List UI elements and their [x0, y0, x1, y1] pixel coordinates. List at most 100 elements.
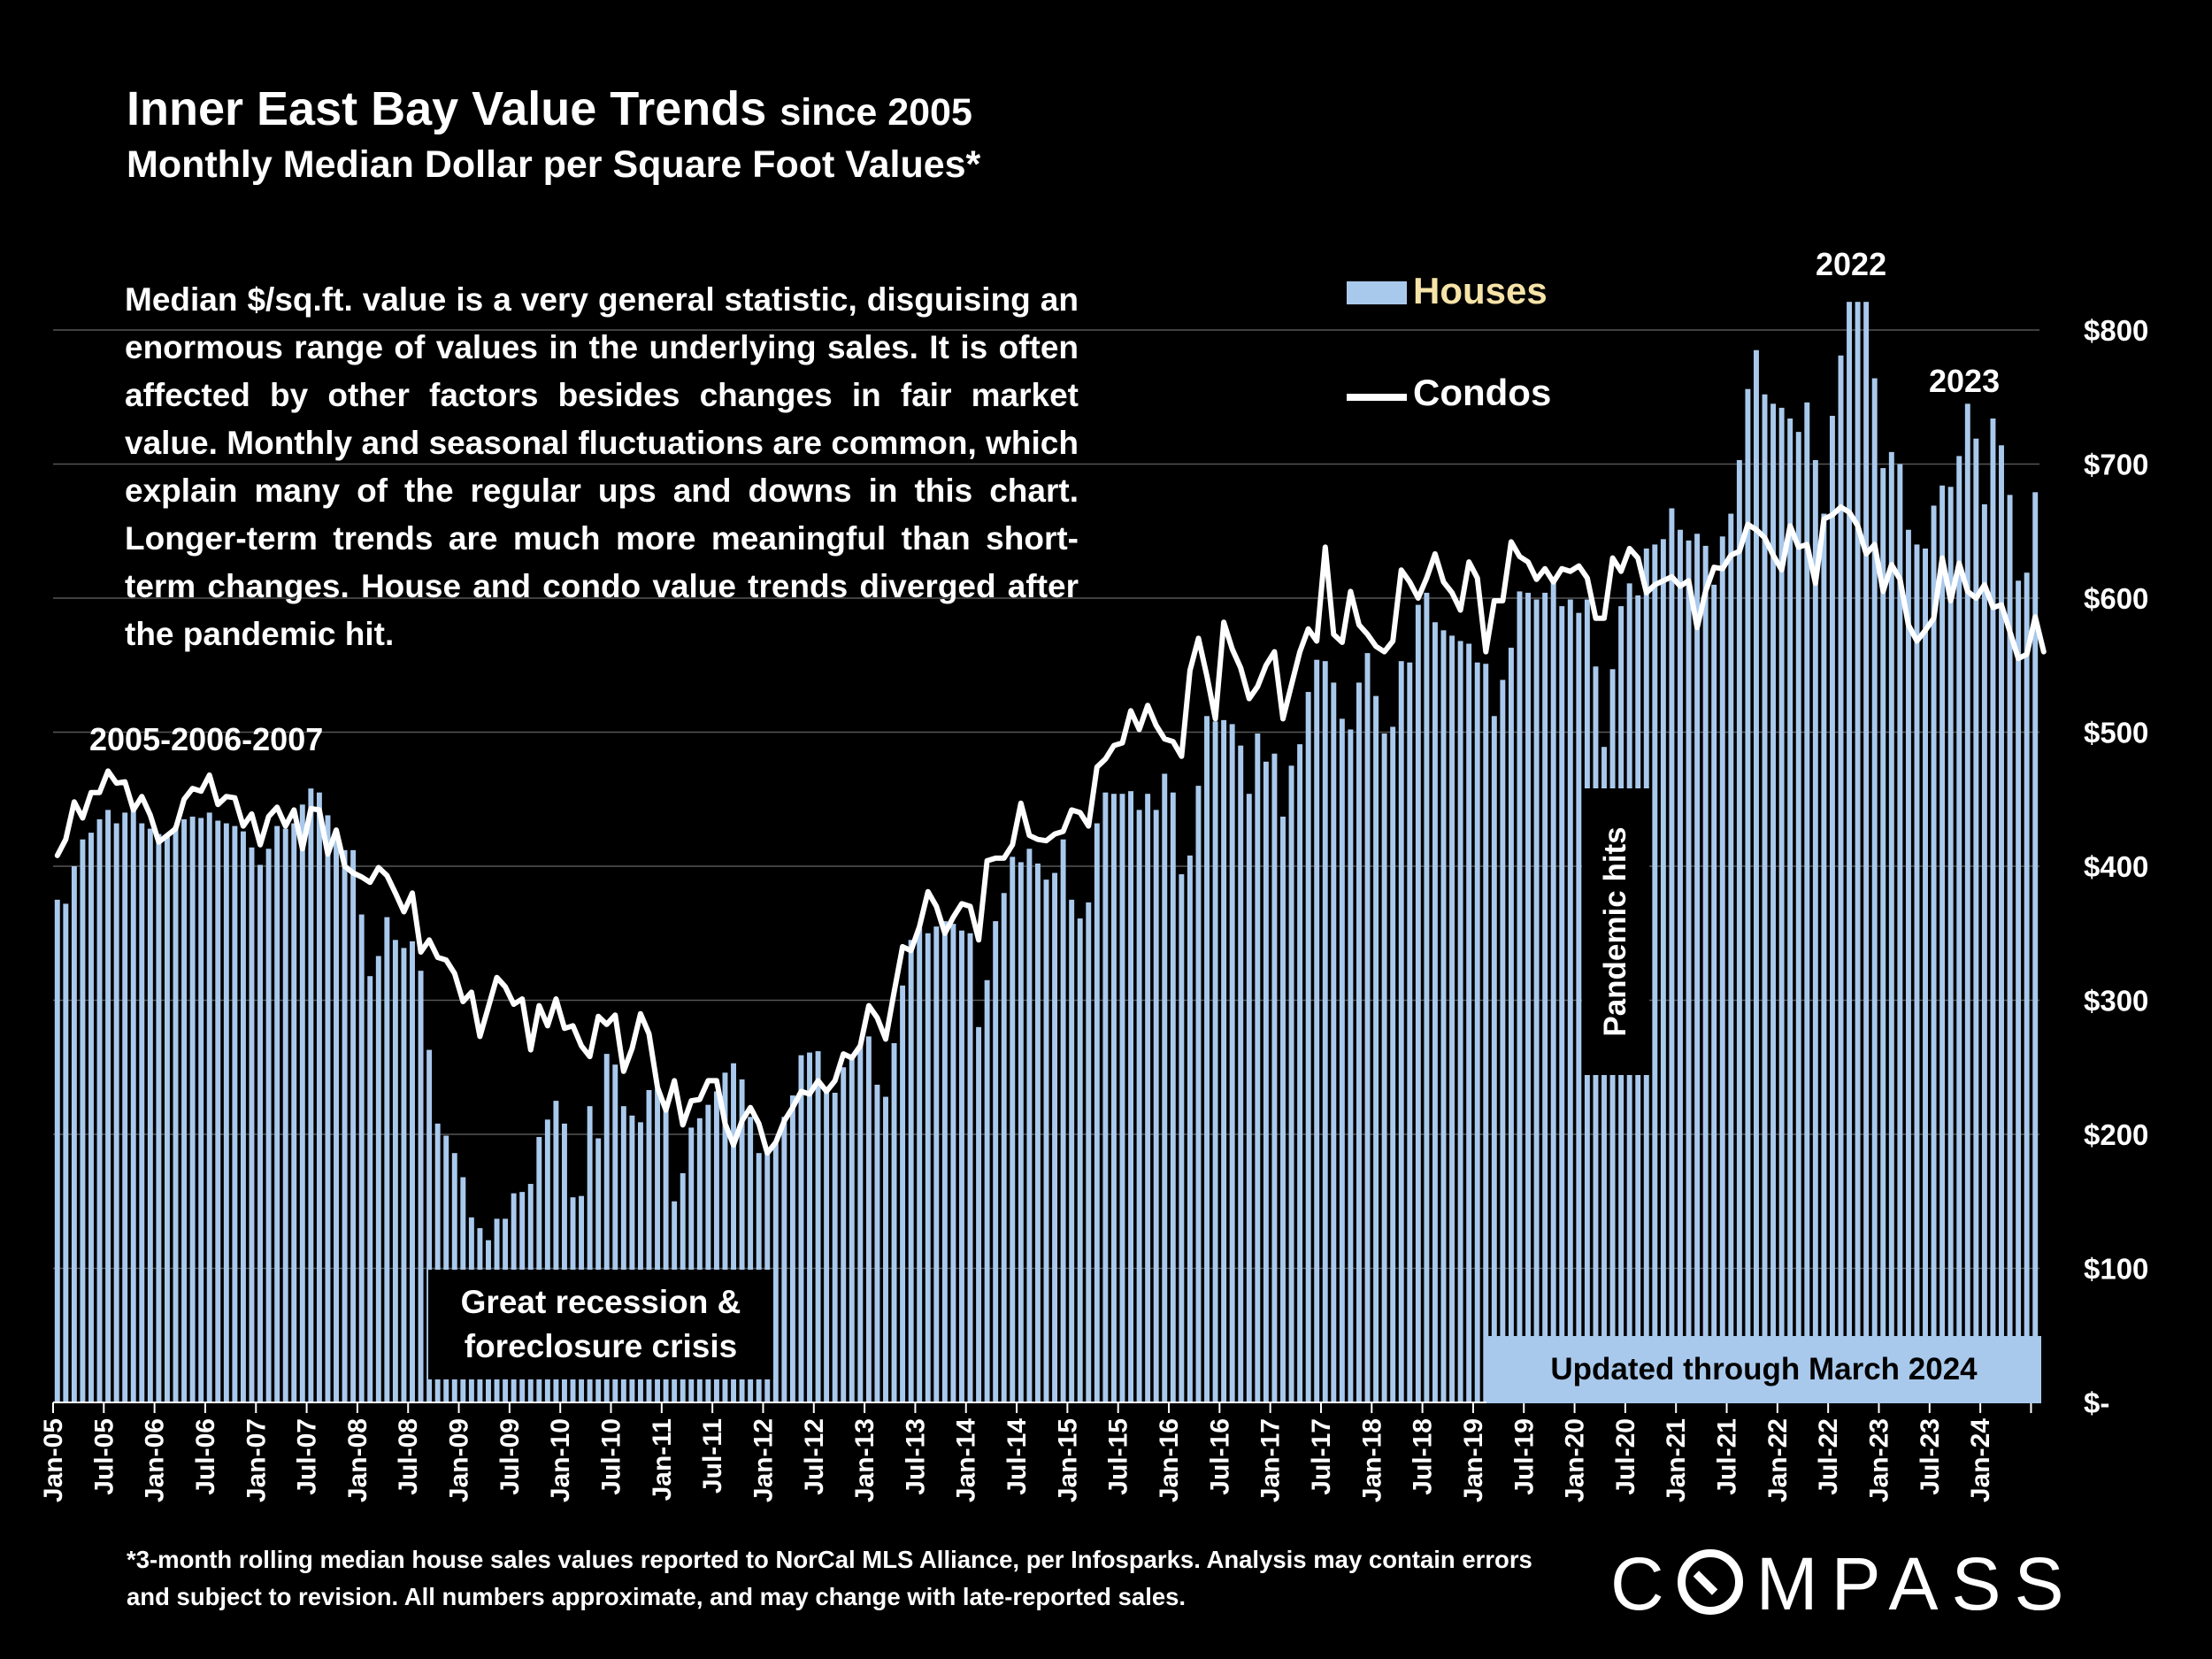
- x-tick-label: Jan-18: [1357, 1418, 1386, 1502]
- houses-bar: [1905, 529, 1911, 1402]
- houses-bar: [663, 1106, 669, 1402]
- houses-bar: [1153, 810, 1159, 1402]
- houses-bar: [1229, 724, 1235, 1402]
- houses-bar: [418, 971, 424, 1402]
- houses-bar: [206, 812, 212, 1402]
- x-tick-label: Jul-05: [89, 1418, 119, 1495]
- houses-bar: [603, 1054, 610, 1402]
- houses-bar: [1686, 540, 1692, 1402]
- x-tick-label: Jul-21: [1713, 1418, 1742, 1495]
- x-tick-label: Jul-13: [901, 1418, 930, 1495]
- x-tick-label: Jan-07: [242, 1418, 271, 1502]
- houses-bar: [1880, 468, 1886, 1403]
- houses-bar: [629, 1115, 635, 1402]
- houses-bar: [1026, 849, 1033, 1402]
- houses-bar: [1339, 718, 1345, 1402]
- houses-bar: [1356, 682, 1362, 1402]
- houses-bar: [984, 979, 990, 1402]
- x-tick-label: Jan-23: [1864, 1418, 1893, 1502]
- houses-bar: [113, 823, 119, 1402]
- houses-bar: [342, 849, 348, 1402]
- houses-bar: [1474, 662, 1480, 1402]
- houses-bar: [587, 1106, 593, 1402]
- houses-bar: [1221, 719, 1227, 1402]
- houses-bar: [1110, 794, 1117, 1402]
- houses-bar: [1897, 464, 1903, 1402]
- houses-bar: [384, 917, 390, 1402]
- houses-bar: [71, 866, 77, 1402]
- houses-bar: [1466, 643, 1472, 1402]
- houses-bar: [1947, 487, 1954, 1402]
- axes: [52, 1402, 2039, 1413]
- houses-bar: [1322, 661, 1328, 1402]
- houses-bar: [1449, 635, 1455, 1402]
- houses-bar: [375, 956, 381, 1402]
- houses-bar: [181, 818, 188, 1402]
- houses-bars: [54, 302, 2039, 1403]
- houses-bar: [1060, 839, 1066, 1402]
- houses-bar: [1542, 592, 1548, 1402]
- houses-bar: [367, 976, 373, 1402]
- houses-bar: [1136, 810, 1142, 1402]
- houses-bar: [1457, 641, 1463, 1402]
- houses-bar: [1778, 407, 1785, 1402]
- houses-bar: [63, 903, 69, 1402]
- houses-bar: [1694, 534, 1701, 1402]
- houses-bar: [688, 1127, 695, 1402]
- x-tick-label: Jan-16: [1155, 1418, 1184, 1502]
- x-tick-label: Jan-24: [1966, 1418, 1995, 1502]
- houses-bar: [1398, 661, 1404, 1402]
- houses-bar: [173, 826, 179, 1402]
- houses-bar: [1094, 823, 1100, 1402]
- houses-bar: [612, 1064, 618, 1402]
- houses-bar: [950, 924, 956, 1402]
- houses-bar: [646, 1090, 652, 1402]
- houses-bar: [291, 823, 297, 1402]
- houses-bar: [1838, 355, 1844, 1402]
- x-tick-label: Jul-23: [1916, 1418, 1945, 1495]
- houses-bar: [80, 839, 86, 1402]
- houses-bar: [1939, 485, 1946, 1402]
- annotation-updated: Updated through March 2024: [1486, 1336, 2041, 1403]
- houses-bar: [1914, 544, 1920, 1402]
- houses-bar: [900, 985, 906, 1402]
- houses-bar: [1077, 918, 1083, 1402]
- houses-bar: [1204, 716, 1210, 1402]
- houses-bar: [832, 1093, 838, 1402]
- houses-bar: [2007, 495, 2013, 1402]
- houses-bar: [1888, 451, 1894, 1402]
- houses-bar: [189, 816, 196, 1402]
- x-tick-label: Jan-06: [141, 1418, 170, 1502]
- houses-bar: [265, 849, 272, 1402]
- x-tick-label: Jan-21: [1662, 1418, 1691, 1502]
- houses-bar: [798, 1055, 804, 1402]
- houses-bar: [1314, 659, 1320, 1402]
- houses-bar: [443, 1135, 449, 1402]
- houses-bar: [130, 805, 136, 1402]
- grid-lines: [53, 329, 2039, 1270]
- houses-bar: [1500, 680, 1506, 1402]
- houses-bar: [257, 864, 264, 1402]
- houses-bar: [249, 847, 255, 1402]
- x-tick-label: Jan-14: [952, 1418, 981, 1502]
- houses-bar: [223, 823, 229, 1402]
- annotation-pandemic-text: Pandemic hits: [1598, 826, 1632, 1037]
- houses-bar: [637, 1122, 643, 1402]
- houses-bar: [1678, 529, 1683, 1402]
- houses-bar: [282, 828, 288, 1402]
- houses-bar: [1550, 581, 1556, 1402]
- houses-bar: [1297, 744, 1303, 1402]
- y-tick-label: $400: [2084, 850, 2148, 883]
- houses-bar: [1179, 874, 1185, 1402]
- annotation-2005-2007: 2005-2006-2007: [89, 721, 324, 757]
- houses-bar: [772, 1143, 779, 1402]
- houses-bar: [1390, 726, 1396, 1402]
- houses-bar: [1119, 794, 1125, 1402]
- houses-bar: [655, 1088, 661, 1402]
- houses-bar: [925, 933, 931, 1402]
- houses-bar: [1770, 403, 1777, 1403]
- legend-houses-swatch: [1347, 281, 1407, 304]
- houses-bar: [620, 1106, 626, 1402]
- houses-bar: [1711, 584, 1717, 1402]
